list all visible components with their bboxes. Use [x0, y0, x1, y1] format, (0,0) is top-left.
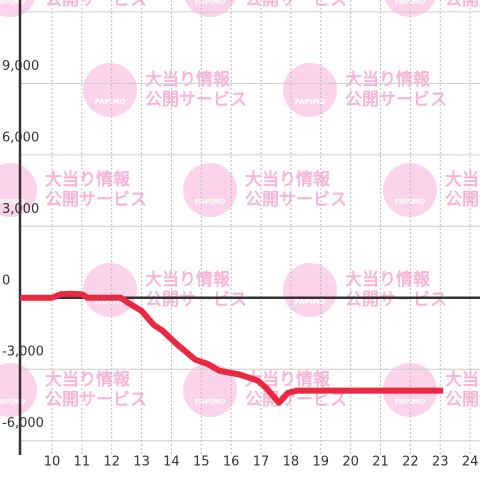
x-tick-label: 10: [44, 455, 61, 470]
watermark-logo-text: PAPIMO: [395, 0, 426, 6]
x-tick-label: 22: [402, 455, 419, 470]
watermark-logo: [83, 63, 137, 117]
x-tick-label: 16: [223, 455, 240, 470]
x-tick-label: 19: [313, 455, 330, 470]
watermark-text: 公開サービス: [345, 290, 447, 310]
watermark-logo-text: PAPIMO: [95, 298, 126, 306]
x-tick-label: 20: [342, 455, 359, 470]
x-tick-label: 17: [253, 455, 270, 470]
watermark-text: 公開サービス: [45, 390, 147, 410]
x-tick-label: 13: [133, 455, 150, 470]
watermark-text: 大当り情報: [145, 269, 231, 290]
x-tick-label: 14: [163, 455, 180, 470]
watermark-text: 公開サービス: [45, 190, 147, 210]
watermark-logo: [0, 163, 37, 217]
watermark-logo-text: PAPIMO: [195, 398, 226, 406]
y-tick-label: -6,000: [2, 416, 44, 431]
watermark-text: 大当り情報: [445, 369, 480, 390]
watermark-logo-text: PAPIMO: [0, 198, 25, 206]
watermark-text: 公開サービス: [445, 390, 480, 410]
watermark-text: 大当り情報: [145, 69, 231, 90]
watermark-logo: [184, 0, 236, 17]
watermark-logo: [183, 363, 237, 417]
watermark-text: 公開サービス: [145, 290, 247, 310]
watermark-text: 大当り情報: [45, 369, 131, 390]
x-tick-label: 15: [193, 455, 210, 470]
watermark-text: 大当り情報: [45, 169, 131, 190]
watermark-text: 公開サービス: [445, 190, 480, 210]
x-tick-label: 21: [372, 455, 389, 470]
watermark-text: 公開サービス: [445, 0, 480, 10]
watermark-logo: [0, 363, 37, 417]
y-tick-label: 12,000: [2, 0, 48, 2]
line: [20, 290, 444, 406]
x-tick-label: 23: [432, 455, 449, 470]
x-tick-label: 18: [283, 455, 300, 470]
x-tick-label: 12: [103, 455, 120, 470]
watermark-logo-text: PAPIMO: [0, 0, 25, 6]
x-tick-label: 24: [462, 455, 479, 470]
watermark-text: 公開サービス: [245, 190, 347, 210]
x-tick-label: 11: [74, 455, 91, 470]
watermark-text: 大当り情報: [445, 169, 480, 190]
watermark-logo-text: PAPIMO: [195, 198, 226, 206]
watermark-text: 公開サービス: [245, 0, 347, 10]
watermark-text: 大当り情報: [345, 69, 431, 90]
watermark-text: 大当り情報: [345, 269, 431, 290]
watermark-logo-text: PAPIMO: [295, 98, 326, 106]
watermark-text: 公開サービス: [145, 90, 247, 110]
watermark-logo-text: PAPIMO: [0, 398, 25, 406]
y-tick-label: 0: [2, 273, 10, 288]
y-tick-label: -3,000: [2, 345, 44, 360]
watermark-logo: [0, 0, 36, 17]
watermark-text: 大当り情報: [245, 169, 331, 190]
watermark-text: 公開サービス: [45, 0, 147, 10]
watermark-text: 公開サービス: [345, 90, 447, 110]
watermark-logo: [83, 263, 137, 317]
watermark-logo-text: PAPIMO: [295, 298, 326, 306]
watermark-logo-text: PAPIMO: [195, 0, 226, 6]
watermark-logo: [183, 163, 237, 217]
watermark-logo: [283, 263, 337, 317]
watermark-logo-text: PAPIMO: [95, 98, 126, 106]
watermark-logo: [283, 63, 337, 117]
